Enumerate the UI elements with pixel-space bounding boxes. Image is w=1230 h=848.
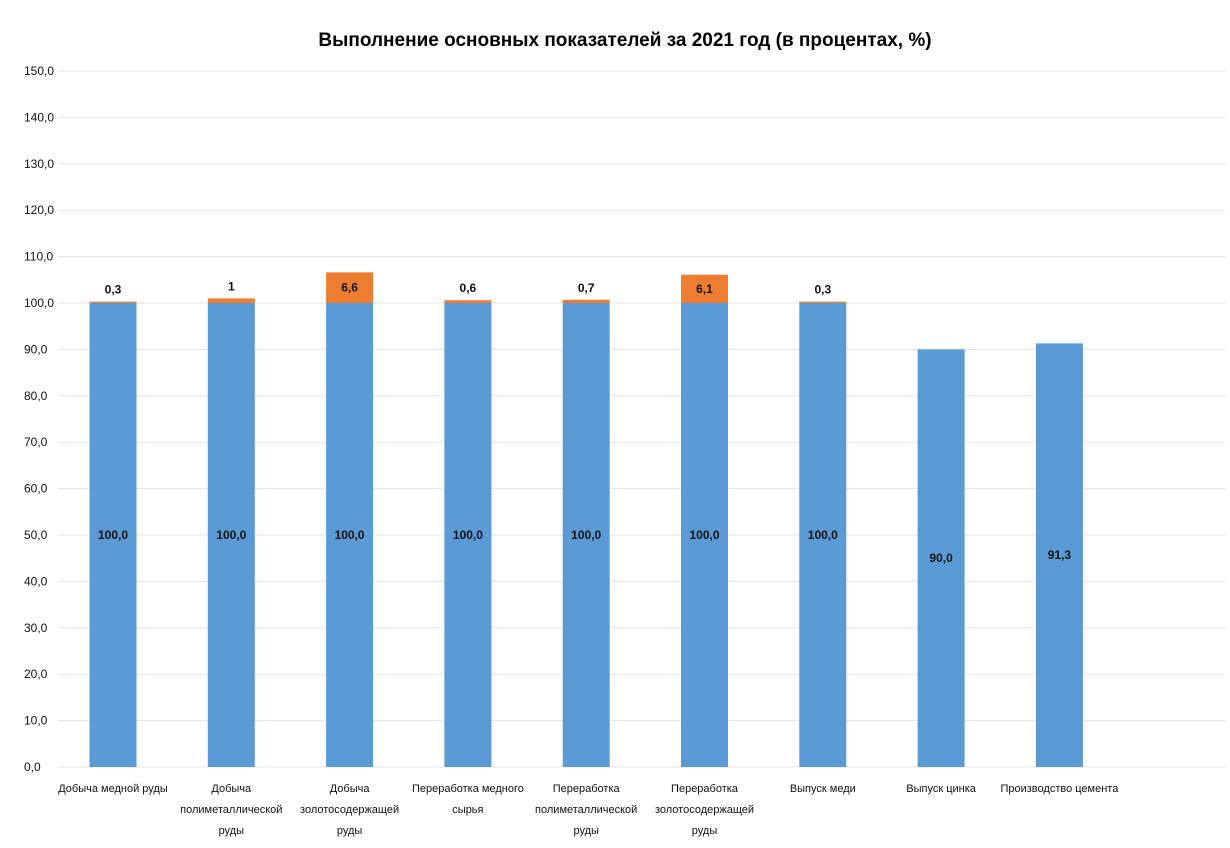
bar-extra [562,299,610,303]
data-label-base: 100,0 [453,528,483,542]
x-category-label: Переработка медного сырья [412,783,524,816]
x-category-label-line: Переработка [553,783,621,795]
x-category-label-line: руды [337,825,363,837]
bar-base [799,303,847,767]
x-category-label: Производство цемента [1000,783,1119,795]
bar-extra [207,298,255,303]
x-axis-categories: Добыча медной руды Добыча полиметаллическо… [58,783,1119,837]
y-tick-label: 50,0 [24,528,48,542]
x-category-label-line: золотосодержащей [300,804,399,816]
bar-base [207,303,255,767]
bars [89,272,1083,767]
data-label-base: 100,0 [216,528,246,542]
bar-base [444,303,492,767]
chart-title: Выполнение основных показателей за 2021 … [318,30,931,51]
data-label-extra: 0,3 [105,283,122,297]
data-label-base: 100,0 [98,528,128,542]
y-tick-label: 10,0 [24,714,48,728]
y-tick-label: 0,0 [24,760,41,774]
y-tick-label: 150,0 [24,64,54,78]
x-category-label: Добыча золотосодержащей руды [300,783,399,837]
data-label-base: 90,0 [929,551,953,565]
x-category-label-line: руды [219,825,245,837]
data-labels: 100,0 0,3 100,0 1 100,0 6,6 100,0 0,6 100,0 0,7 10… [98,279,1071,565]
y-tick-label: 100,0 [24,296,54,310]
data-label-extra: 6,1 [696,282,713,296]
bar-extra [799,301,847,303]
bar-extra [89,301,137,303]
x-category-label-line: руды [573,825,599,837]
x-category-label-line: Добыча [211,783,252,795]
y-tick-label: 90,0 [24,342,48,356]
x-category-label-line: сырья [452,804,483,816]
x-category-label-line: Переработка [671,783,739,795]
x-category-label: Выпуск цинка [906,783,977,795]
y-tick-label: 80,0 [24,389,48,403]
bar-extra [444,300,492,303]
data-label-base: 91,3 [1048,548,1072,562]
y-tick-label: 110,0 [24,250,53,264]
y-tick-label: 70,0 [24,435,48,449]
bar-base [326,303,374,767]
x-category-label-line: Выпуск цинка [906,783,977,795]
bar-extra [681,274,728,303]
bar-extra [326,272,374,303]
x-category-label-line: Производство цемента [1000,783,1119,795]
y-tick-label: 140,0 [24,110,54,124]
bar-base [1035,343,1083,767]
data-label-base: 100,0 [571,528,601,542]
data-label-extra: 0,3 [814,283,831,297]
x-category-label-line: Добыча медной руды [58,783,168,795]
x-category-label-line: Добыча [330,783,371,795]
bar-base [89,303,137,767]
x-category-label: Переработка полиметаллической руды [535,783,637,837]
data-label-extra: 1 [228,279,235,293]
x-category-label: Добыча полиметаллической руды [180,783,282,837]
x-category-label-line: полиметаллической [180,804,282,816]
data-label-base: 100,0 [689,528,719,542]
y-axis-ticks: 0,0 10,0 20,0 30,0 40,0 50,0 60,0 70,0 80,0 90,0 1… [24,64,54,774]
data-label-base: 100,0 [808,528,838,542]
y-tick-label: 120,0 [24,203,54,217]
y-tick-label: 130,0 [24,157,54,171]
y-tick-label: 20,0 [24,667,48,681]
y-tick-label: 40,0 [24,574,48,588]
x-category-label-line: полиметаллической [535,804,637,816]
data-label-extra: 0,7 [578,281,595,295]
x-category-label-line: Переработка медного [412,783,524,795]
data-label-base: 100,0 [335,528,365,542]
x-category-label: Переработка золотосодержащей руды [655,783,754,837]
x-category-label-line: золотосодержащей [655,804,754,816]
y-tick-label: 30,0 [24,621,48,635]
bar-base [917,349,965,767]
x-category-label-line: руды [692,825,718,837]
data-label-extra: 0,6 [460,281,477,295]
x-category-label: Выпуск меди [790,783,856,795]
bar-base [562,303,610,767]
y-tick-label: 60,0 [24,482,48,496]
x-category-label: Добыча медной руды [58,783,168,795]
data-label-extra: 6,6 [341,281,358,295]
bar-base [681,303,728,767]
x-category-label-line: Выпуск меди [790,783,856,795]
